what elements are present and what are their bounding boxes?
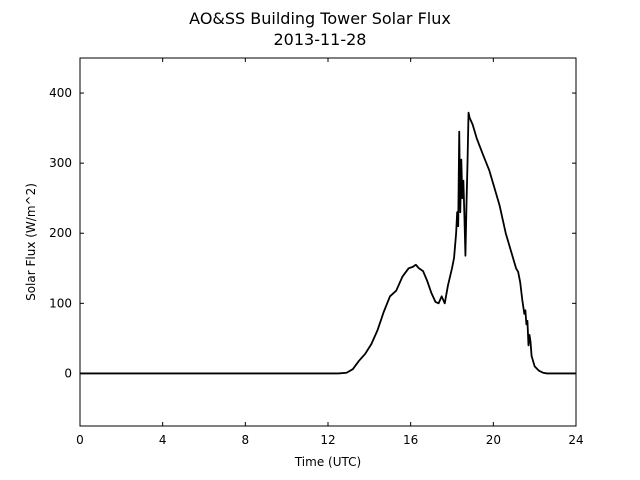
x-tick-label: 8 <box>242 433 250 447</box>
x-tick-label: 12 <box>320 433 335 447</box>
x-tick-label: 4 <box>159 433 167 447</box>
plot-line-layer <box>80 111 576 375</box>
y-tick-label: 300 <box>49 156 72 170</box>
y-tick-label: 0 <box>64 366 72 380</box>
y-tick-label: 100 <box>49 296 72 310</box>
x-axis-label: Time (UTC) <box>294 455 361 469</box>
y-tick-label: 200 <box>49 226 72 240</box>
x-tick-label: 0 <box>76 433 84 447</box>
x-tick-label: 24 <box>568 433 583 447</box>
plot-area-frame <box>79 57 577 427</box>
chart-title: AO&SS Building Tower Solar Flux <box>189 9 451 28</box>
tick-layer: 0 4 8 12 16 20 24 0 100 200 300 400 <box>49 58 584 447</box>
x-tick-label: 16 <box>403 433 418 447</box>
solar-flux-series-line <box>80 111 576 375</box>
chart-subtitle: 2013-11-28 <box>274 30 367 49</box>
y-axis-label: Solar Flux (W/m^2) <box>24 183 38 301</box>
y-tick-label: 400 <box>49 86 72 100</box>
x-tick-label: 20 <box>486 433 501 447</box>
